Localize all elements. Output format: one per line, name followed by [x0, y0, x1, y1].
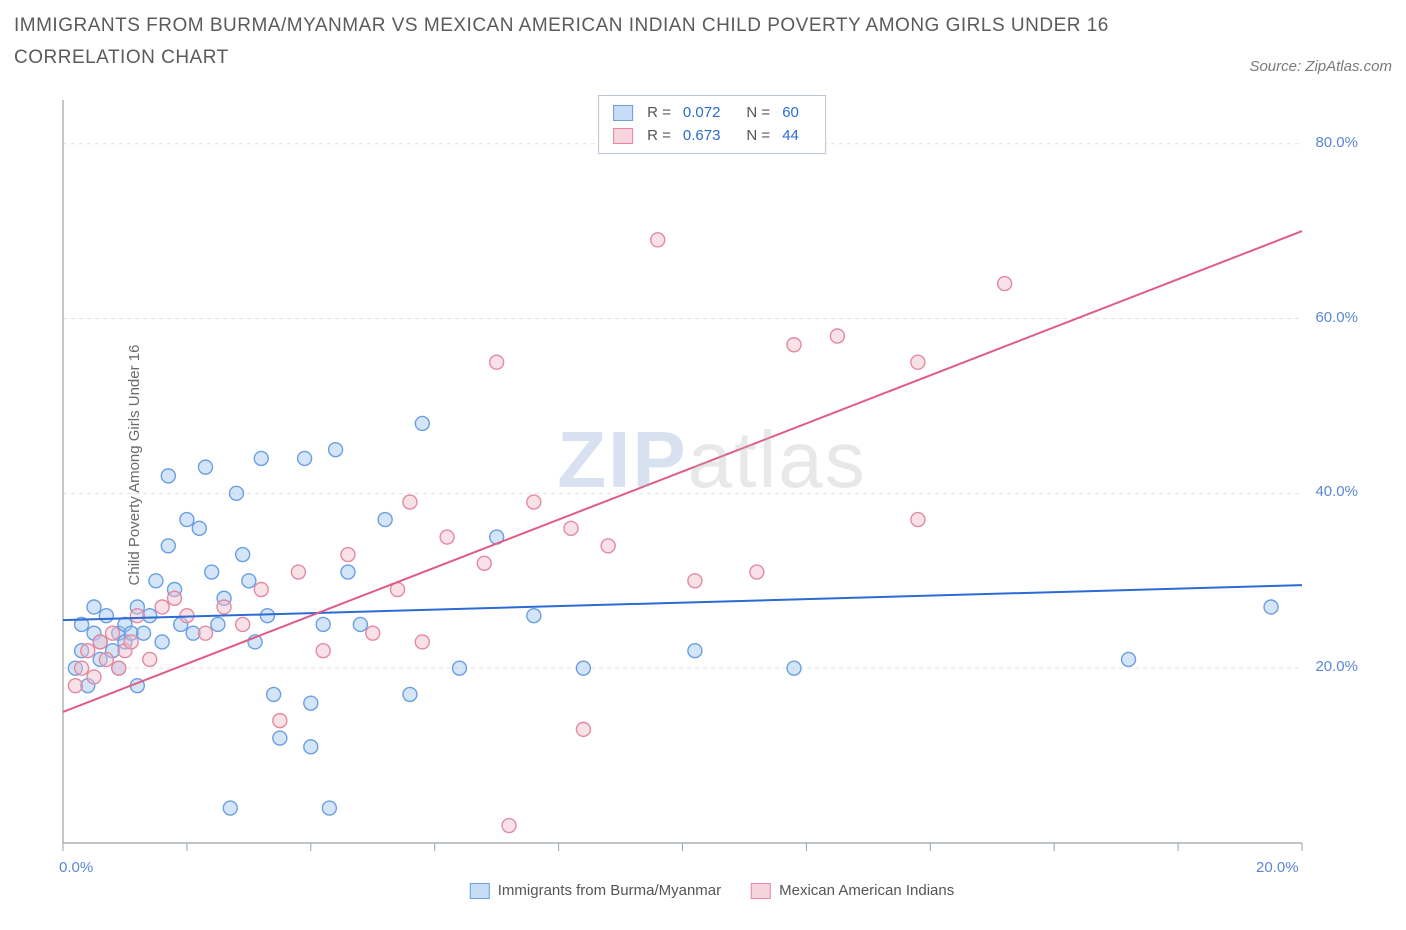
y-tick-label: 60.0% — [1315, 309, 1358, 326]
legend-series: Immigrants from Burma/Myanmar Mexican Am… — [470, 882, 954, 899]
scatter-plot — [62, 95, 1362, 855]
legend-item-series-1: Immigrants from Burma/Myanmar — [470, 882, 721, 899]
chart-title: IMMIGRANTS FROM BURMA/MYANMAR VS MEXICAN… — [14, 10, 1134, 75]
chart-header: IMMIGRANTS FROM BURMA/MYANMAR VS MEXICAN… — [14, 10, 1392, 75]
swatch-icon — [613, 128, 633, 144]
legend-label: Immigrants from Burma/Myanmar — [498, 882, 721, 899]
legend-row-series-2: R = 0.673 N = 44 — [613, 125, 811, 148]
n-label: N = — [746, 102, 770, 125]
legend-row-series-1: R = 0.072 N = 60 — [613, 102, 811, 125]
legend-label: Mexican American Indians — [779, 882, 954, 899]
y-tick-label: 40.0% — [1315, 483, 1358, 500]
swatch-icon — [470, 883, 490, 899]
chart-source: Source: ZipAtlas.com — [1249, 58, 1392, 75]
r-label: R = — [647, 125, 671, 148]
x-tick-label: 20.0% — [1256, 859, 1299, 876]
x-tick-label: 0.0% — [59, 859, 93, 876]
swatch-icon — [751, 883, 771, 899]
chart-container: R = 0.072 N = 60 R = 0.673 N = 44 ZIPatl… — [62, 95, 1362, 855]
legend-item-series-2: Mexican American Indians — [751, 882, 954, 899]
n-value: 60 — [782, 102, 799, 125]
y-tick-label: 20.0% — [1315, 658, 1358, 675]
n-label: N = — [746, 125, 770, 148]
n-value: 44 — [782, 125, 799, 148]
r-value: 0.673 — [683, 125, 721, 148]
legend-correlation: R = 0.072 N = 60 R = 0.673 N = 44 — [598, 95, 826, 154]
y-tick-label: 80.0% — [1315, 134, 1358, 151]
r-label: R = — [647, 102, 671, 125]
swatch-icon — [613, 105, 633, 121]
r-value: 0.072 — [683, 102, 721, 125]
